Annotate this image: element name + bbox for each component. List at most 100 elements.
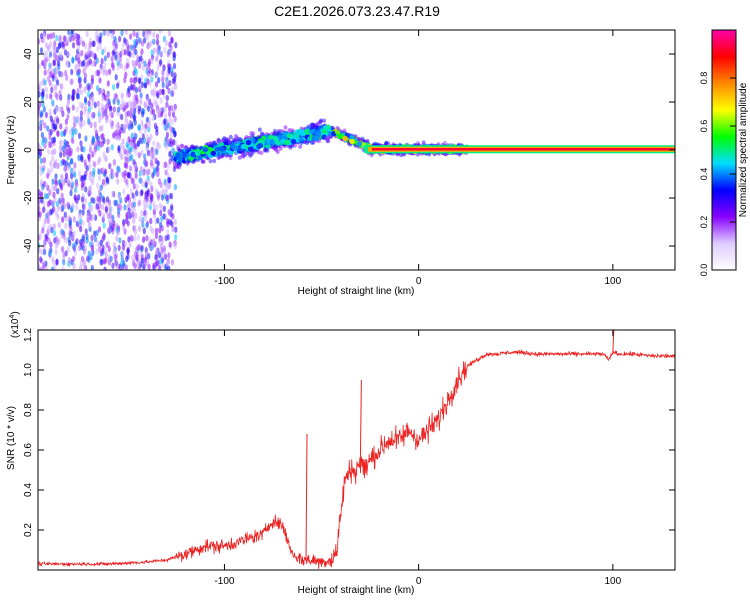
spectrogram-cell (98, 246, 102, 253)
spectrogram-cell (78, 88, 82, 95)
spectrogram-cell (137, 152, 141, 159)
spectrogram-cell (138, 199, 142, 206)
y-tick-label: 40 (23, 48, 34, 60)
spectrogram-cell (165, 101, 169, 108)
spectrogram-cell (63, 165, 67, 173)
spectrogram-cell (154, 253, 158, 261)
spectrogram-cell (98, 36, 102, 44)
spectrogram-cell (168, 125, 172, 132)
spectrogram-cell (51, 99, 55, 106)
snr-spike (359, 379, 362, 461)
colorbar-gradient (711, 29, 737, 271)
spectrogram-cell (162, 35, 166, 42)
spectrogram-cell (156, 48, 160, 55)
spectrogram-cell (155, 204, 159, 211)
spectrogram-cell (72, 89, 76, 96)
spectrogram-cell (159, 58, 163, 66)
spectrogram-cell (60, 246, 65, 253)
spectrogram-panel: -100 0 100 -40 -20 0 20 40 Height of straight … (6, 29, 676, 297)
spectrogram-cell (118, 35, 122, 43)
spectrogram-cell (118, 202, 122, 210)
spectrogram-cell (249, 137, 256, 144)
spectrogram-cell (59, 151, 63, 158)
spectrogram-cell (66, 177, 70, 184)
spectrogram-cell (129, 33, 133, 40)
spectrogram-cell (43, 69, 47, 76)
spectrogram-cell (41, 59, 45, 67)
spectrogram-cell (171, 225, 175, 232)
spectrogram-cell (87, 100, 91, 107)
spectrogram-cell (38, 124, 42, 131)
spectrogram-cell (54, 91, 58, 98)
spectrogram-cell (304, 128, 311, 135)
spectrogram-cell (41, 183, 45, 191)
spectrogram-cell (163, 46, 167, 54)
snr-background (38, 330, 675, 570)
spectrogram-cell (140, 218, 145, 225)
spectrogram-cell (87, 106, 92, 113)
spectrogram-cell (94, 146, 98, 153)
spectrogram-cell (113, 160, 117, 167)
spectrogram-cell (63, 211, 67, 218)
spectrogram-cell (131, 178, 136, 185)
spectrogram-cell (124, 217, 128, 224)
spectrogram-cell (57, 238, 61, 245)
spectrogram-cell (168, 241, 172, 248)
spectrogram-cell (133, 114, 137, 121)
spectrogram-cell (129, 145, 133, 152)
spectrogram-cell (283, 125, 288, 130)
spectrogram-cell (79, 260, 83, 267)
spectrogram-cell (63, 49, 68, 56)
spectrogram-cell (145, 34, 149, 41)
spectrogram-cell (56, 213, 60, 220)
spectrogram-cell (113, 35, 117, 42)
y-tick-label: 20 (23, 96, 34, 108)
spectrogram-cell (88, 241, 93, 248)
spectrogram-cell (117, 193, 121, 201)
spectrogram-cell (124, 117, 128, 124)
spectrogram-cell (90, 95, 94, 102)
x-tick-label: -100 (214, 276, 234, 287)
spectrogram-cell (119, 142, 123, 150)
spectrogram-cell (105, 69, 109, 77)
spectrogram-cell (107, 245, 111, 253)
spectrogram-cell (52, 59, 57, 66)
spectrogram-cell (96, 144, 100, 151)
spectrogram-cell (58, 198, 62, 205)
spectrogram-cell (130, 254, 135, 261)
snr-trace (38, 330, 675, 569)
spectrogram-cell (52, 223, 57, 230)
spectrogram-cell (98, 43, 103, 50)
spectrogram-cell (67, 93, 71, 101)
spectrogram-cell (51, 256, 55, 263)
spectrogram-cell (77, 57, 81, 64)
spectrogram-cell (216, 138, 221, 143)
spectrogram-cell (132, 216, 136, 224)
spectrogram-cell (125, 255, 129, 263)
spectrogram-cell (38, 63, 41, 70)
spectrogram-cell (160, 76, 165, 83)
spectrogram-cell (47, 225, 51, 232)
spectrogram-cell (128, 212, 132, 220)
spectrogram-cell (122, 124, 126, 131)
spectrogram-cell (106, 80, 110, 87)
spectrogram-cell (159, 209, 163, 216)
spectrogram-cell (64, 118, 68, 125)
spectrogram-cell (162, 213, 166, 220)
spectrogram-cell (103, 55, 107, 62)
spectrogram-cell (257, 127, 262, 132)
spectrogram-cell (100, 87, 105, 94)
spectrogram-cell (107, 227, 111, 234)
spectrogram-cell (64, 222, 68, 230)
spectrogram-cell (105, 117, 109, 124)
spectrogram-cell (101, 166, 105, 174)
spectrogram-cell (322, 118, 327, 123)
spectrogram-cell (145, 144, 149, 151)
spectrogram-cell (48, 108, 52, 115)
spectrogram-cell (66, 50, 70, 57)
spectrogram-cell (149, 159, 154, 166)
spectrogram-cell (82, 259, 86, 266)
spectrogram-cell (163, 112, 168, 119)
spectrogram-cell (132, 136, 136, 144)
spectrogram-cell (128, 241, 132, 248)
